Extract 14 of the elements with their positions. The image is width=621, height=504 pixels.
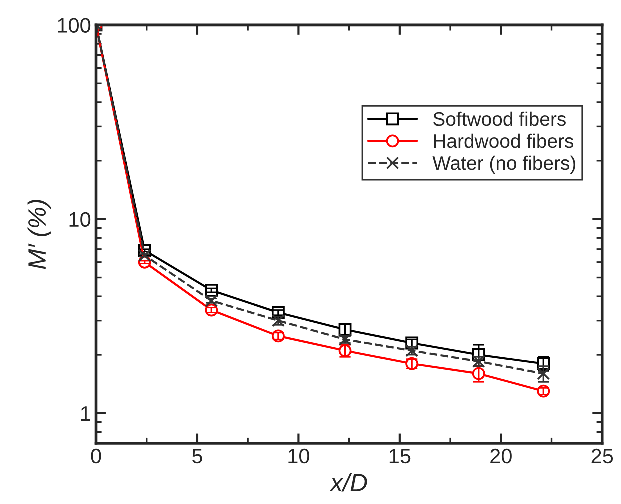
x-tick-label: 10 <box>288 448 310 464</box>
y-tick-label: 10 <box>70 212 91 228</box>
legend-label: Water (no fibers) <box>432 156 576 174</box>
legend-label: Softwood fibers <box>434 112 566 126</box>
x-tick-label: 5 <box>192 449 202 464</box>
x-tick-label: 20 <box>490 448 512 464</box>
x-tick-label: 0 <box>91 448 102 464</box>
y-tick-label: 100 <box>58 18 91 33</box>
x-tick-label: 15 <box>390 449 411 464</box>
x-tick-label: 25 <box>592 448 614 464</box>
y-tick-label: 1 <box>81 406 90 421</box>
y-axis-title: M′ (%) <box>28 200 52 270</box>
legend-label: Hardwood fibers <box>434 134 574 148</box>
x-axis-title: x/D <box>330 473 368 492</box>
